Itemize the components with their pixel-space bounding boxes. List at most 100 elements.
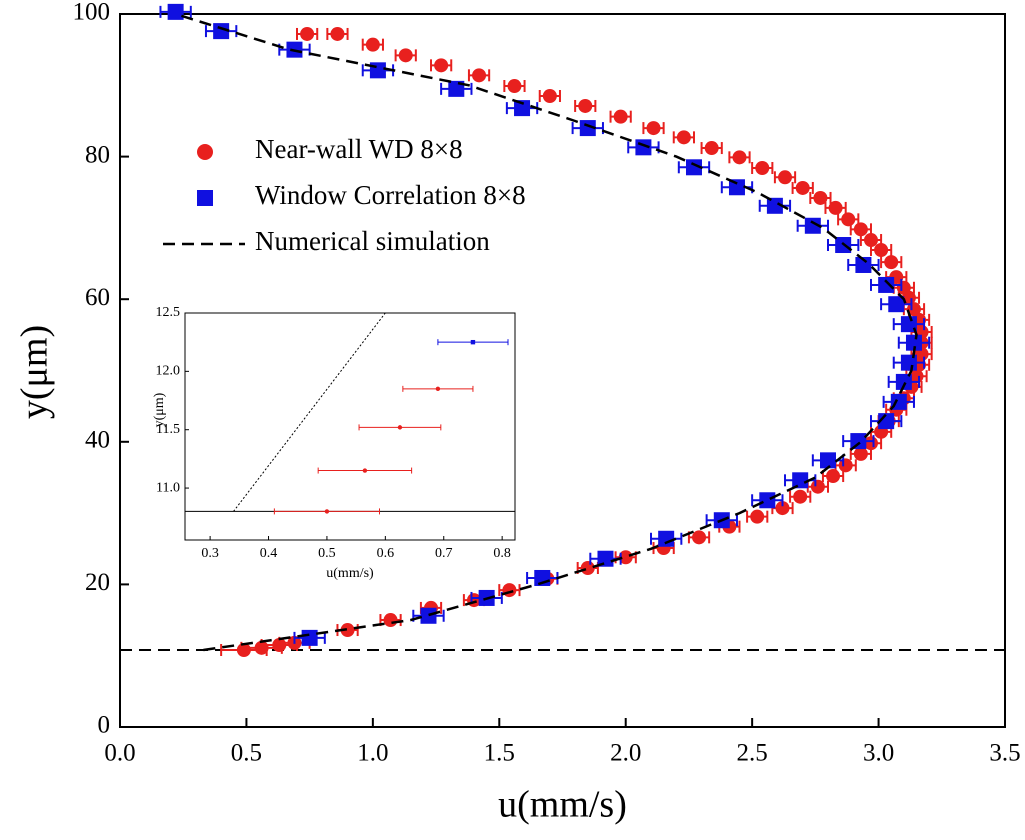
x-tick-label: 0.5	[318, 546, 336, 561]
data-point	[330, 26, 345, 41]
y-tick-label: 40	[85, 427, 110, 454]
data-point	[728, 179, 745, 196]
data-point	[340, 623, 355, 638]
data-point	[759, 492, 776, 509]
data-point	[434, 58, 449, 73]
data-point	[613, 109, 628, 124]
x-tick-label: 0.4	[260, 546, 278, 561]
data-point	[397, 425, 403, 430]
x-axis-label: u(mm/s)	[326, 566, 374, 581]
x-tick-label: 1.0	[357, 740, 388, 767]
data-point	[383, 613, 398, 628]
data-point	[507, 79, 522, 94]
data-point	[579, 120, 596, 137]
x-axis-label: u(mm/s)	[498, 784, 627, 826]
y-tick-label: 100	[73, 0, 111, 26]
data-point	[820, 452, 836, 469]
x-tick-label: 0.8	[493, 546, 511, 561]
x-tick-label: 2.0	[610, 740, 641, 767]
x-tick-label: 2.5	[737, 740, 768, 767]
data-point	[884, 255, 899, 270]
data-point	[905, 334, 922, 351]
data-point	[792, 472, 809, 489]
data-point	[324, 509, 330, 514]
data-point	[542, 88, 557, 103]
y-tick-label: 12.5	[156, 305, 181, 320]
data-point	[300, 26, 315, 41]
x-tick-label: 0.3	[201, 546, 219, 561]
data-point	[580, 561, 595, 576]
data-point	[732, 150, 747, 165]
y-tick-label: 20	[85, 569, 110, 596]
data-point	[766, 197, 783, 214]
data-point	[841, 212, 856, 227]
data-point	[692, 530, 707, 545]
data-point	[213, 23, 230, 40]
legend-label: Near-wall WD 8×8	[255, 134, 463, 164]
data-point	[646, 121, 661, 136]
data-point	[365, 37, 380, 52]
data-point	[855, 256, 872, 273]
data-point	[398, 48, 413, 63]
data-point	[888, 296, 905, 313]
data-point	[878, 276, 895, 293]
data-point	[895, 373, 912, 390]
simulation-line	[175, 12, 918, 652]
data-point	[448, 80, 465, 97]
data-point	[435, 386, 441, 392]
data-point	[874, 243, 889, 258]
data-point	[755, 161, 770, 176]
data-point	[597, 550, 614, 567]
x-tick-label: 3.0	[863, 740, 894, 767]
data-point	[804, 217, 821, 234]
inset-plot: 0.3 0.4 0.5 0.6 0.7 0.8 11.0 11.5 12.0 12.5 u(mm/s…	[152, 305, 516, 581]
x-tick-label: 0.7	[435, 546, 453, 561]
x-tick-label: 0.6	[377, 546, 395, 561]
data-point	[793, 489, 808, 504]
data-point	[853, 222, 868, 237]
data-point	[704, 141, 719, 156]
data-point	[658, 530, 675, 547]
data-point	[828, 200, 843, 215]
y-axis-label: y(μm)	[14, 325, 56, 419]
data-point	[813, 190, 828, 205]
legend: Near-wall WD 8×8 Window Correlation 8×8 Nu…	[163, 134, 526, 256]
legend-label: Window Correlation 8×8	[255, 180, 526, 210]
y-tick-label: 12.0	[156, 364, 181, 379]
data-point	[362, 468, 368, 473]
data-point	[472, 68, 487, 83]
data-point	[863, 233, 878, 248]
simulation-line	[233, 312, 386, 512]
data-point	[750, 509, 765, 524]
data-point	[167, 3, 184, 20]
plot-frame	[184, 312, 516, 541]
data-point	[853, 446, 868, 461]
x-tick-label: 0.5	[231, 740, 262, 767]
legend-marker	[197, 190, 213, 206]
data-point	[778, 170, 793, 185]
data-point	[775, 501, 790, 516]
y-axis-label: y(μm)	[152, 392, 167, 427]
y-tick-label: 11.0	[156, 480, 180, 495]
y-tick-label: 11.5	[156, 422, 180, 437]
data-point	[850, 433, 867, 450]
data-point	[685, 159, 702, 176]
x-tick-label: 1.5	[484, 740, 515, 767]
data-point	[470, 339, 476, 345]
data-point	[578, 98, 593, 113]
y-tick-label: 0	[98, 712, 111, 739]
x-tick-label: 3.5	[989, 740, 1020, 767]
data-point	[369, 62, 386, 79]
data-point	[795, 180, 810, 195]
data-point	[618, 550, 633, 565]
data-point	[502, 583, 517, 598]
y-tick-label: 80	[85, 141, 110, 168]
data-point	[514, 100, 531, 117]
data-point	[301, 629, 318, 646]
data-point	[420, 607, 437, 624]
y-tick-label: 60	[85, 284, 110, 311]
legend-marker	[197, 144, 213, 160]
data-point	[676, 130, 691, 145]
x-tick-label: 0.0	[104, 740, 135, 767]
data-point	[826, 469, 841, 484]
